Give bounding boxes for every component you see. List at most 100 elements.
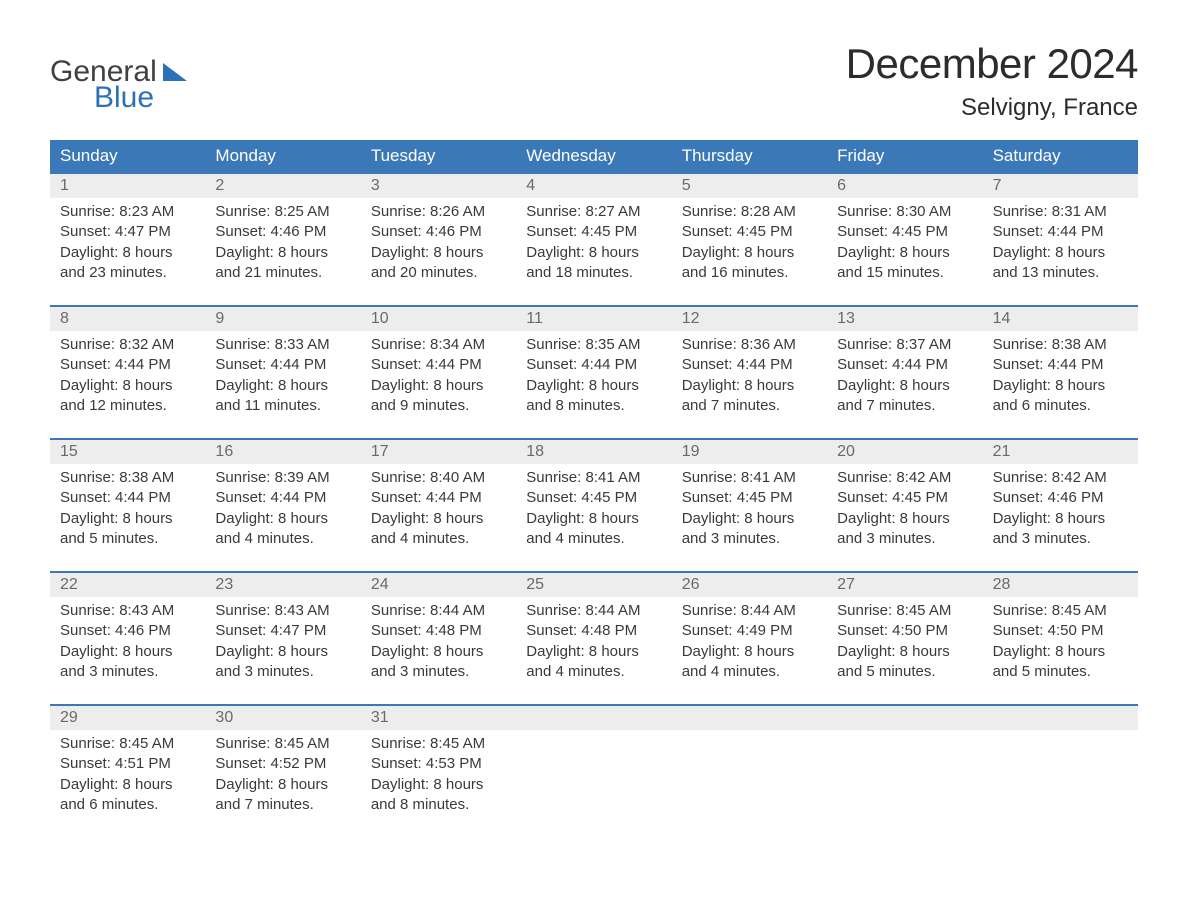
daylight-text-2: and 4 minutes. xyxy=(371,529,506,549)
sunset-text: Sunset: 4:44 PM xyxy=(837,355,972,375)
daylight-text-2: and 23 minutes. xyxy=(60,263,195,283)
day-number: 27 xyxy=(827,573,982,597)
title-block: December 2024 Selvigny, France xyxy=(846,40,1138,122)
sunrise-text: Sunrise: 8:37 AM xyxy=(837,335,972,355)
daylight-text-2: and 3 minutes. xyxy=(60,662,195,682)
sunrise-text: Sunrise: 8:42 AM xyxy=(837,468,972,488)
day-number: 23 xyxy=(205,573,360,597)
day-detail: Sunrise: 8:33 AMSunset: 4:44 PMDaylight:… xyxy=(205,331,360,424)
daylight-text-2: and 4 minutes. xyxy=(215,529,350,549)
sunrise-text: Sunrise: 8:41 AM xyxy=(682,468,817,488)
sunset-text: Sunset: 4:48 PM xyxy=(526,621,661,641)
daylight-text-1: Daylight: 8 hours xyxy=(60,642,195,662)
daynums-row: 22232425262728 xyxy=(50,573,1138,597)
logo-flag-icon xyxy=(163,63,187,81)
sunrise-text: Sunrise: 8:23 AM xyxy=(60,202,195,222)
dayheader-friday: Friday xyxy=(827,140,982,172)
sunrise-text: Sunrise: 8:38 AM xyxy=(60,468,195,488)
dayheader-tuesday: Tuesday xyxy=(361,140,516,172)
day-detail: Sunrise: 8:45 AMSunset: 4:52 PMDaylight:… xyxy=(205,730,360,823)
daylight-text-1: Daylight: 8 hours xyxy=(837,376,972,396)
day-number: 10 xyxy=(361,307,516,331)
day-number: 18 xyxy=(516,440,671,464)
daylight-text-1: Daylight: 8 hours xyxy=(682,376,817,396)
day-number: 20 xyxy=(827,440,982,464)
day-number: 25 xyxy=(516,573,671,597)
sunset-text: Sunset: 4:53 PM xyxy=(371,754,506,774)
day-number: 30 xyxy=(205,706,360,730)
daylight-text-1: Daylight: 8 hours xyxy=(682,243,817,263)
daylight-text-2: and 12 minutes. xyxy=(60,396,195,416)
day-detail: Sunrise: 8:35 AMSunset: 4:44 PMDaylight:… xyxy=(516,331,671,424)
sunrise-text: Sunrise: 8:45 AM xyxy=(60,734,195,754)
sunset-text: Sunset: 4:44 PM xyxy=(60,488,195,508)
day-detail: Sunrise: 8:45 AMSunset: 4:50 PMDaylight:… xyxy=(827,597,982,690)
sunset-text: Sunset: 4:45 PM xyxy=(837,488,972,508)
daylight-text-1: Daylight: 8 hours xyxy=(60,509,195,529)
day-detail: Sunrise: 8:25 AMSunset: 4:46 PMDaylight:… xyxy=(205,198,360,291)
day-detail: Sunrise: 8:30 AMSunset: 4:45 PMDaylight:… xyxy=(827,198,982,291)
sunrise-text: Sunrise: 8:43 AM xyxy=(60,601,195,621)
daylight-text-1: Daylight: 8 hours xyxy=(215,243,350,263)
day-detail: Sunrise: 8:23 AMSunset: 4:47 PMDaylight:… xyxy=(50,198,205,291)
daylight-text-1: Daylight: 8 hours xyxy=(215,642,350,662)
daylight-text-2: and 18 minutes. xyxy=(526,263,661,283)
sunrise-text: Sunrise: 8:45 AM xyxy=(837,601,972,621)
daylight-text-2: and 7 minutes. xyxy=(682,396,817,416)
daylight-text-1: Daylight: 8 hours xyxy=(215,509,350,529)
day-number: 28 xyxy=(983,573,1138,597)
sunset-text: Sunset: 4:44 PM xyxy=(682,355,817,375)
sunset-text: Sunset: 4:49 PM xyxy=(682,621,817,641)
day-number: 2 xyxy=(205,174,360,198)
sunset-text: Sunset: 4:44 PM xyxy=(526,355,661,375)
day-number: 24 xyxy=(361,573,516,597)
daylight-text-2: and 4 minutes. xyxy=(682,662,817,682)
sunset-text: Sunset: 4:44 PM xyxy=(215,488,350,508)
daylight-text-2: and 8 minutes. xyxy=(526,396,661,416)
title-location: Selvigny, France xyxy=(846,94,1138,122)
sunset-text: Sunset: 4:46 PM xyxy=(993,488,1128,508)
day-detail: Sunrise: 8:44 AMSunset: 4:49 PMDaylight:… xyxy=(672,597,827,690)
day-detail: Sunrise: 8:41 AMSunset: 4:45 PMDaylight:… xyxy=(516,464,671,557)
sunset-text: Sunset: 4:46 PM xyxy=(215,222,350,242)
daylight-text-1: Daylight: 8 hours xyxy=(215,376,350,396)
sunrise-text: Sunrise: 8:25 AM xyxy=(215,202,350,222)
sunrise-text: Sunrise: 8:26 AM xyxy=(371,202,506,222)
daylight-text-1: Daylight: 8 hours xyxy=(993,243,1128,263)
day-detail: Sunrise: 8:34 AMSunset: 4:44 PMDaylight:… xyxy=(361,331,516,424)
day-detail: Sunrise: 8:42 AMSunset: 4:46 PMDaylight:… xyxy=(983,464,1138,557)
calendar-week: 22232425262728Sunrise: 8:43 AMSunset: 4:… xyxy=(50,571,1138,690)
daylight-text-1: Daylight: 8 hours xyxy=(837,243,972,263)
daydetails-row: Sunrise: 8:45 AMSunset: 4:51 PM Daylight:… xyxy=(50,730,1138,823)
sunrise-text: Sunrise: 8:39 AM xyxy=(215,468,350,488)
sunset-text: Sunset: 4:47 PM xyxy=(215,621,350,641)
logo: General Blue xyxy=(50,55,187,115)
sunrise-text: Sunrise: 8:33 AM xyxy=(215,335,350,355)
daylight-text-1: Daylight: 8 hours xyxy=(215,775,350,795)
day-detail: Sunrise: 8:38 AMSunset: 4:44 PMDaylight:… xyxy=(50,464,205,557)
sunrise-text: Sunrise: 8:43 AM xyxy=(215,601,350,621)
daylight-text-1: Daylight: 8 hours xyxy=(837,642,972,662)
sunrise-text: Sunrise: 8:38 AM xyxy=(993,335,1128,355)
day-detail: Sunrise: 8:36 AMSunset: 4:44 PMDaylight:… xyxy=(672,331,827,424)
day-detail: Sunrise: 8:44 AMSunset: 4:48 PMDaylight:… xyxy=(361,597,516,690)
sunrise-text: Sunrise: 8:45 AM xyxy=(993,601,1128,621)
daylight-text-1: Daylight: 8 hours xyxy=(60,376,195,396)
day-number: 3 xyxy=(361,174,516,198)
sunrise-text: Sunrise: 8:32 AM xyxy=(60,335,195,355)
daylight-text-1: Daylight: 8 hours xyxy=(371,642,506,662)
sunset-text: Sunset: 4:44 PM xyxy=(993,222,1128,242)
sunset-text: Sunset: 4:46 PM xyxy=(60,621,195,641)
day-detail: Sunrise: 8:45 AMSunset: 4:51 PMDaylight:… xyxy=(50,730,205,823)
day-number: 15 xyxy=(50,440,205,464)
sunset-text: Sunset: 4:45 PM xyxy=(837,222,972,242)
day-detail: Sunrise: 8:39 AMSunset: 4:44 PMDaylight:… xyxy=(205,464,360,557)
daylight-text-2: and 7 minutes. xyxy=(837,396,972,416)
sunset-text: Sunset: 4:52 PM xyxy=(215,754,350,774)
daylight-text-2: and 3 minutes. xyxy=(837,529,972,549)
sunrise-text: Sunrise: 8:44 AM xyxy=(526,601,661,621)
sunset-text: Sunset: 4:51 PM xyxy=(60,754,195,774)
day-number: 7 xyxy=(983,174,1138,198)
daylight-text-1: Daylight: 8 hours xyxy=(526,376,661,396)
day-number: 12 xyxy=(672,307,827,331)
